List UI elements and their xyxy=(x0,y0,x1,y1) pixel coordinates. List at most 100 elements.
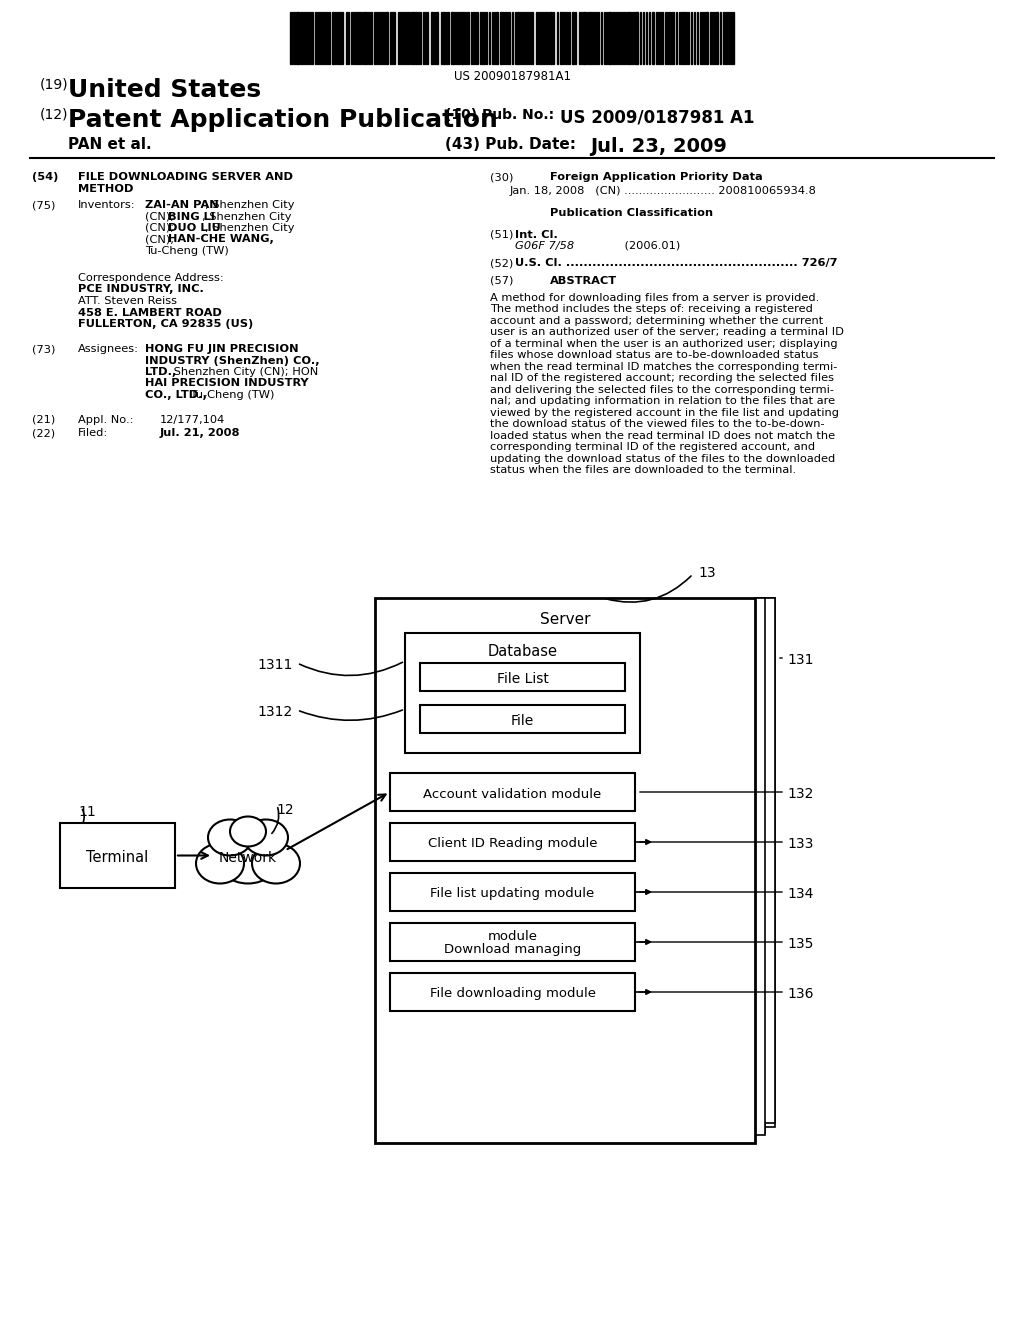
Text: BING LI: BING LI xyxy=(168,211,215,222)
Text: (CN);: (CN); xyxy=(145,223,178,234)
Text: (52): (52) xyxy=(490,259,513,268)
Text: Account validation module: Account validation module xyxy=(423,788,602,800)
Bar xyxy=(706,12,708,63)
Bar xyxy=(560,12,562,63)
Text: File List: File List xyxy=(497,672,549,686)
Text: The method includes the steps of: receiving a registered: The method includes the steps of: receiv… xyxy=(490,304,813,314)
Text: PAN et al.: PAN et al. xyxy=(68,137,152,152)
Bar xyxy=(652,12,654,63)
Bar xyxy=(390,973,635,1011)
Text: user is an authorized user of the server; reading a terminal ID: user is an authorized user of the server… xyxy=(490,327,844,337)
Bar xyxy=(357,12,359,63)
Text: ABSTRACT: ABSTRACT xyxy=(550,276,617,285)
Text: PCE INDUSTRY, INC.: PCE INDUSTRY, INC. xyxy=(78,285,204,294)
Text: (CN);: (CN); xyxy=(145,211,178,222)
Text: Tu-Cheng (TW): Tu-Cheng (TW) xyxy=(145,246,228,256)
Text: 11: 11 xyxy=(78,805,96,818)
Bar xyxy=(683,12,685,63)
Text: 131: 131 xyxy=(787,653,813,667)
Text: (51): (51) xyxy=(490,230,513,239)
Text: , Shenzhen City: , Shenzhen City xyxy=(205,223,295,234)
Text: and delivering the selected files to the corresponding termi-: and delivering the selected files to the… xyxy=(490,384,834,395)
Text: 1311: 1311 xyxy=(258,657,293,672)
Text: File downloading module: File downloading module xyxy=(429,987,596,1001)
Text: 135: 135 xyxy=(787,937,813,950)
Text: (12): (12) xyxy=(40,108,69,121)
Bar xyxy=(390,822,635,861)
Bar xyxy=(755,598,765,1135)
Bar xyxy=(436,12,438,63)
Text: loaded status when the read terminal ID does not match the: loaded status when the read terminal ID … xyxy=(490,430,836,441)
Ellipse shape xyxy=(244,820,288,855)
Text: Network: Network xyxy=(219,851,278,866)
Text: HAI PRECISION INDUSTRY: HAI PRECISION INDUSTRY xyxy=(145,379,308,388)
Text: Client ID Reading module: Client ID Reading module xyxy=(428,837,597,850)
Bar xyxy=(716,12,718,63)
Bar xyxy=(431,12,433,63)
Text: 132: 132 xyxy=(787,787,813,801)
Bar xyxy=(755,598,765,1133)
Text: status when the files are downloaded to the terminal.: status when the files are downloaded to … xyxy=(490,465,796,475)
Text: 134: 134 xyxy=(787,887,813,902)
Text: Correspondence Address:: Correspondence Address: xyxy=(78,273,224,282)
Text: (73): (73) xyxy=(32,345,55,354)
Text: Inventors:: Inventors: xyxy=(78,201,135,210)
Text: Jul. 21, 2008: Jul. 21, 2008 xyxy=(160,429,241,438)
Text: module: module xyxy=(487,931,538,944)
Bar xyxy=(583,12,586,63)
Text: viewed by the registered account in the file list and updating: viewed by the registered account in the … xyxy=(490,408,839,417)
Text: File: File xyxy=(511,714,535,729)
Text: Jan. 18, 2008   (CN) ......................... 200810065934.8: Jan. 18, 2008 (CN) .....................… xyxy=(510,186,817,197)
Text: (19): (19) xyxy=(40,78,69,92)
Text: (54): (54) xyxy=(32,172,58,182)
Text: US 2009/0187981 A1: US 2009/0187981 A1 xyxy=(560,108,755,125)
Bar xyxy=(461,12,463,63)
Bar xyxy=(572,12,574,63)
Bar xyxy=(765,598,775,1127)
Bar xyxy=(496,12,498,63)
Text: HONG FU JIN PRECISION: HONG FU JIN PRECISION xyxy=(145,345,299,354)
Text: (2006.01): (2006.01) xyxy=(610,242,680,251)
Text: corresponding terminal ID of the registered account, and: corresponding terminal ID of the registe… xyxy=(490,442,815,453)
Text: 12: 12 xyxy=(276,803,294,817)
Text: (43) Pub. Date:: (43) Pub. Date: xyxy=(445,137,575,152)
Text: Int. Cl.: Int. Cl. xyxy=(515,230,558,239)
Text: when the read terminal ID matches the corresponding termi-: when the read terminal ID matches the co… xyxy=(490,362,838,372)
Text: Shenzhen City (CN); HON: Shenzhen City (CN); HON xyxy=(170,367,318,378)
Text: 12/177,104: 12/177,104 xyxy=(160,414,225,425)
Text: INDUSTRY (ShenZhen) CO.,: INDUSTRY (ShenZhen) CO., xyxy=(145,355,319,366)
Text: Filed:: Filed: xyxy=(78,429,109,438)
Bar xyxy=(60,822,175,888)
Text: U.S. Cl. ..................................................... 726/7: U.S. Cl. ...............................… xyxy=(515,259,838,268)
Text: FULLERTON, CA 92835 (US): FULLERTON, CA 92835 (US) xyxy=(78,319,253,329)
Bar xyxy=(635,12,638,63)
Text: 13: 13 xyxy=(698,566,716,579)
Text: ATT. Steven Reiss: ATT. Steven Reiss xyxy=(78,296,177,306)
Bar xyxy=(390,873,635,911)
Text: Appl. No.:: Appl. No.: xyxy=(78,414,133,425)
Text: FILE DOWNLOADING SERVER AND: FILE DOWNLOADING SERVER AND xyxy=(78,172,293,182)
Text: Jul. 23, 2009: Jul. 23, 2009 xyxy=(590,137,727,156)
Bar xyxy=(406,634,640,752)
Text: updating the download status of the files to the downloaded: updating the download status of the file… xyxy=(490,454,836,463)
Text: File list updating module: File list updating module xyxy=(430,887,595,900)
Text: files whose download status are to-be-downloaded status: files whose download status are to-be-do… xyxy=(490,350,818,360)
Bar xyxy=(755,598,775,1123)
Text: Assignees:: Assignees: xyxy=(78,345,139,354)
Text: DUO LIU: DUO LIU xyxy=(168,223,221,234)
Text: LTD.,: LTD., xyxy=(145,367,176,378)
Text: METHOD: METHOD xyxy=(78,183,133,194)
Bar xyxy=(386,12,388,63)
Bar xyxy=(420,705,625,733)
Bar xyxy=(443,12,445,63)
Text: A method for downloading files from a server is provided.: A method for downloading files from a se… xyxy=(490,293,819,302)
Bar xyxy=(589,12,591,63)
Bar xyxy=(390,923,635,961)
Text: Foreign Application Priority Data: Foreign Application Priority Data xyxy=(550,172,763,182)
Text: ZAI-AN PAN: ZAI-AN PAN xyxy=(145,201,219,210)
Text: CO., LTD.,: CO., LTD., xyxy=(145,389,207,400)
Text: 133: 133 xyxy=(787,837,813,851)
Ellipse shape xyxy=(196,843,244,883)
Text: of a terminal when the user is an authorized user; displaying: of a terminal when the user is an author… xyxy=(490,339,838,348)
Text: US 20090187981A1: US 20090187981A1 xyxy=(454,70,570,83)
